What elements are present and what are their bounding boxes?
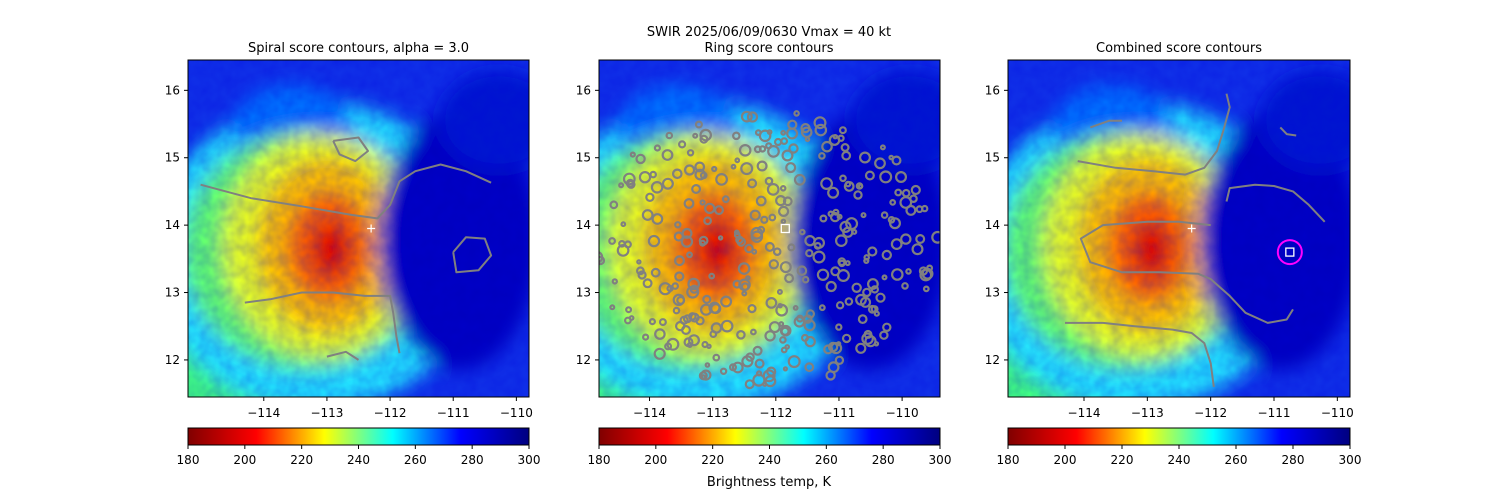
contour-line [244,291,401,354]
contour-line [452,236,493,274]
contour-line [326,350,360,361]
heatmap-image [599,60,940,397]
y-tick-label: 15 [985,151,1000,165]
y-tick-label: 13 [576,286,591,300]
contour-line [1077,93,1231,176]
panel-ring: Ring score contours −114 −113 −112 −111 −110… [576,41,952,467]
circle-marker [1276,239,1303,266]
colorbar-tick-label: 180 [997,453,1020,467]
y-tick-label: 12 [985,353,1000,367]
colorbar-tick-label: 220 [1111,453,1134,467]
center-cross-marker [367,224,376,233]
y-tick-label: 13 [985,286,1000,300]
square-marker [1285,247,1295,257]
x-tick-label: −113 [310,406,343,420]
heatmap-image [188,60,529,397]
x-tick-label: −110 [1321,406,1354,420]
score-contours [1065,93,1326,388]
panel-spiral: Spiral score contours, alpha = 3.0 −114 −… [165,41,541,467]
x-tick-label: −114 [247,406,280,420]
y-tick-label: 15 [576,151,591,165]
colorbar-tick-label: 240 [347,453,370,467]
colorbar-label: Brightness temp, K [707,475,832,490]
y-tick-label: 12 [576,353,591,367]
colorbar-tick-label: 240 [758,453,781,467]
x-tick-label: −114 [633,406,666,420]
colorbar-tick-label: 280 [872,453,895,467]
contour-line [1065,321,1215,388]
y-tick-label: 16 [576,83,591,97]
x-tick-label: −112 [374,406,407,420]
y-tick-label: 14 [165,218,180,232]
score-contours [200,136,493,361]
axes-frame [187,59,530,398]
ring-contours [599,110,940,390]
colorbar-tick-label: 220 [290,453,313,467]
contour-line [1225,183,1326,223]
figure-suptitle: SWIR 2025/06/09/0630 Vmax = 40 kt [647,25,891,40]
x-tick-label: −113 [1131,406,1164,420]
x-tick-label: −112 [759,406,792,420]
y-tick-label: 13 [165,286,180,300]
y-tick-label: 12 [165,353,180,367]
x-tick-label: −111 [437,406,470,420]
colorbar [187,427,530,446]
colorbar-tick-label: 300 [518,453,541,467]
x-tick-label: −111 [822,406,855,420]
contour-line [1089,119,1122,129]
axes-frame [1007,59,1351,398]
contour-line [1279,126,1297,137]
square-marker [780,223,790,234]
x-tick-label: −113 [696,406,729,420]
colorbar-tick-label: 240 [1168,453,1191,467]
x-tick-label: −111 [1258,406,1291,420]
colorbar-tick-label: 260 [815,453,838,467]
colorbar-tick-label: 200 [233,453,256,467]
x-tick-label: −110 [500,406,533,420]
colorbar-tick-label: 200 [1054,453,1077,467]
contour-line [332,136,369,163]
y-tick-label: 16 [165,83,180,97]
heatmap-image [1008,60,1350,397]
contour-line [1079,220,1294,324]
panel-title: Combined score contours [1096,41,1262,56]
x-tick-label: −114 [1068,406,1101,420]
contour-line [200,163,492,220]
y-tick-label: 14 [985,218,1000,232]
colorbar-tick-label: 180 [177,453,200,467]
colorbar [1007,427,1351,446]
panel-title: Ring score contours [704,41,833,56]
colorbar-tick-label: 280 [1282,453,1305,467]
x-tick-label: −112 [1194,406,1227,420]
colorbar [598,427,941,446]
panel-title: Spiral score contours, alpha = 3.0 [248,41,469,56]
colorbar-tick-label: 260 [1225,453,1248,467]
colorbar-tick-label: 220 [701,453,724,467]
y-tick-label: 15 [165,151,180,165]
x-tick-label: −110 [886,406,919,420]
colorbar-tick-label: 180 [588,453,611,467]
colorbar-tick-label: 260 [404,453,427,467]
axes-frame [598,59,941,398]
colorbar-tick-label: 200 [644,453,667,467]
colorbar-tick-label: 300 [1339,453,1362,467]
y-tick-label: 14 [576,218,591,232]
colorbar-tick-label: 280 [461,453,484,467]
y-tick-label: 16 [985,83,1000,97]
colorbar-tick-label: 300 [929,453,952,467]
panel-combined: Combined score contours −114 −113 −112 −111… [985,41,1362,467]
center-cross-marker [1187,224,1196,233]
